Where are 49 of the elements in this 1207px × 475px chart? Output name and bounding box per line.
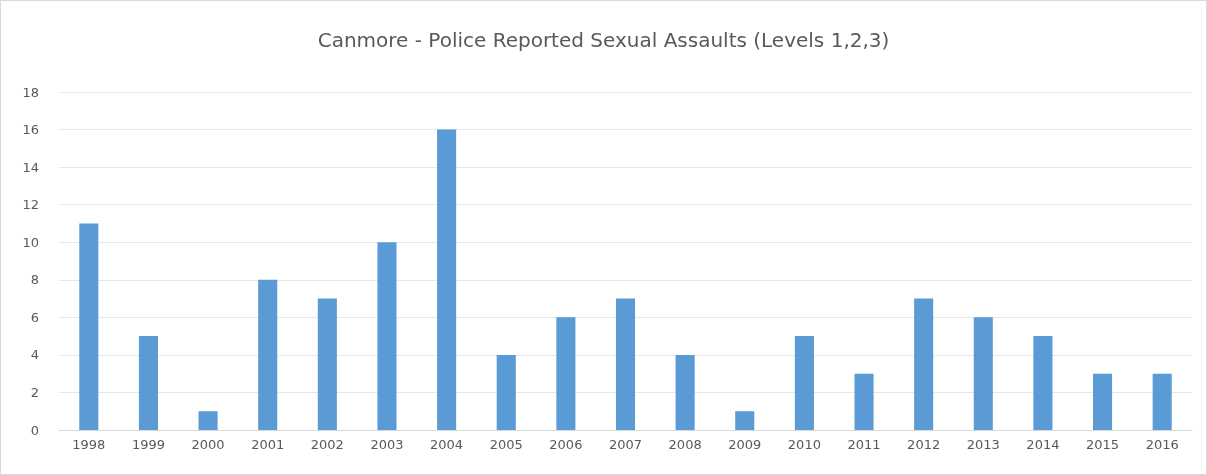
x-tick-label: 2013	[966, 437, 1000, 452]
bar	[1152, 373, 1172, 430]
x-tick-label: 2016	[1145, 437, 1179, 452]
bar	[1093, 373, 1113, 430]
bar	[258, 279, 278, 430]
bar	[735, 411, 755, 430]
bar	[198, 411, 218, 430]
y-tick-label: 4	[30, 347, 39, 363]
bar	[317, 298, 337, 430]
x-tick-label: 2015	[1086, 437, 1120, 452]
bar	[437, 129, 457, 430]
bar	[79, 223, 99, 430]
x-tick-label: 2014	[1026, 437, 1060, 452]
x-tick-label: 2011	[847, 437, 881, 452]
bar	[377, 242, 397, 430]
x-tick-label: 2012	[907, 437, 941, 452]
y-tick-label: 12	[22, 197, 39, 213]
x-tick-label: 1999	[131, 437, 165, 452]
x-tick-label: 2010	[787, 437, 821, 452]
y-tick-label: 16	[22, 122, 39, 138]
bar	[973, 317, 993, 430]
bar	[914, 298, 934, 430]
y-tick-label: 10	[22, 234, 39, 250]
x-tick-label: 2002	[310, 437, 344, 452]
y-tick-label: 6	[30, 309, 39, 325]
y-tick-label: 18	[22, 84, 39, 100]
bar	[794, 336, 814, 430]
x-tick-label: 2000	[191, 437, 225, 452]
bar	[615, 298, 636, 430]
bar	[496, 354, 516, 430]
x-tick-label: 2005	[489, 437, 523, 452]
x-tick-label: 2008	[668, 437, 702, 452]
x-tick-label: 2009	[728, 437, 762, 452]
x-tick-label: 2001	[251, 437, 285, 452]
x-tick-label: 2007	[608, 437, 643, 452]
x-tick-label: 2003	[370, 437, 404, 452]
bar	[675, 354, 695, 430]
bar	[556, 317, 576, 430]
x-tick-label: 1998	[72, 437, 106, 452]
x-tick-label: 2006	[549, 437, 583, 452]
bar	[138, 336, 158, 430]
chart-title: Canmore - Police Reported Sexual Assaults (Levels 1,2,3)	[317, 28, 890, 52]
x-tick-label: 2004	[430, 437, 464, 452]
y-tick-label: 14	[22, 159, 39, 175]
bar	[854, 373, 874, 430]
bar	[1033, 336, 1053, 430]
y-tick-label: 8	[30, 272, 39, 288]
y-tick-label: 0	[30, 422, 39, 438]
y-tick-label: 2	[30, 384, 39, 400]
